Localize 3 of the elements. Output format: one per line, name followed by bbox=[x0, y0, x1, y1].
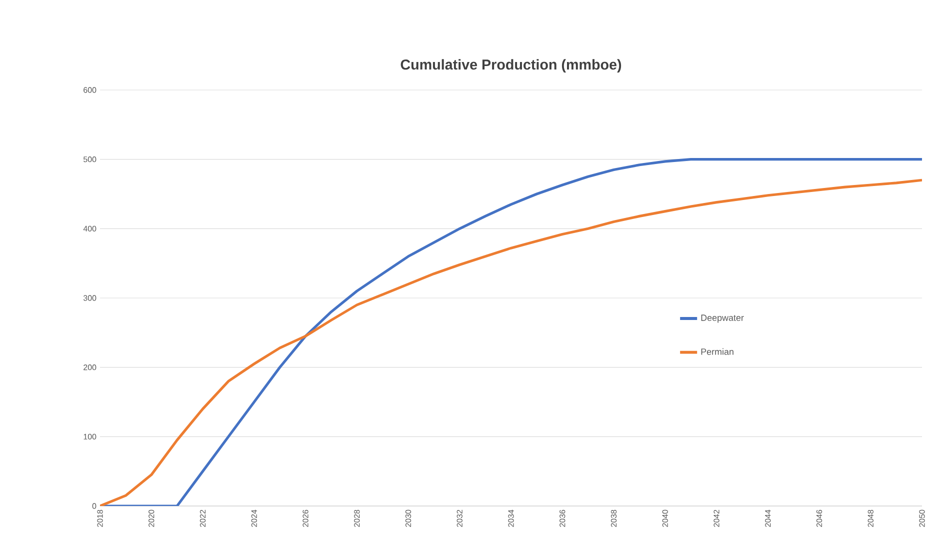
chart-title: Cumulative Production (mmboe) bbox=[400, 59, 622, 73]
legend-label: Permian bbox=[701, 348, 734, 355]
legend-label: Deepwater bbox=[701, 314, 744, 323]
